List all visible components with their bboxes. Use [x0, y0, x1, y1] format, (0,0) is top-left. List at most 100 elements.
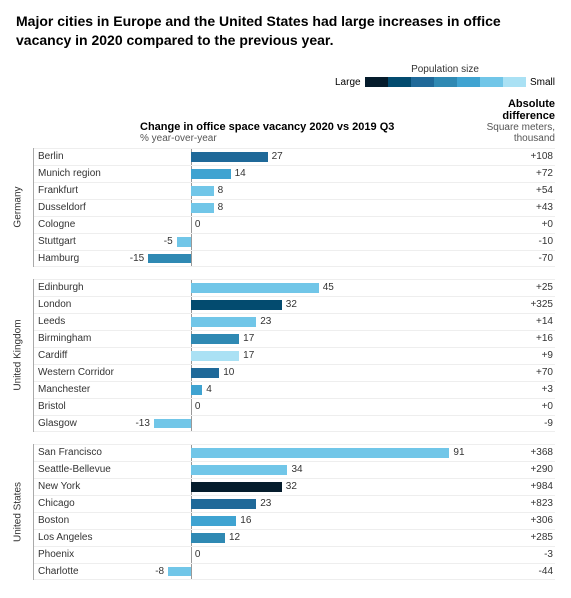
city-label: Edinburgh — [34, 282, 134, 293]
bar-value-label: 23 — [260, 314, 271, 330]
abs-diff-label: +368 — [475, 447, 555, 458]
table-row: Stuttgart-5-10 — [34, 233, 555, 250]
bars-header-title: Change in office space vacancy 2020 vs 2… — [140, 121, 475, 133]
bar-value-label: 45 — [323, 280, 334, 296]
table-row: Munich region14+72 — [34, 165, 555, 182]
abs-diff-label: +43 — [475, 202, 555, 213]
city-label: San Francisco — [34, 447, 134, 458]
city-label: Birmingham — [34, 333, 134, 344]
abs-diff-label: -10 — [475, 236, 555, 247]
bar-value-label: 23 — [260, 496, 271, 512]
bar-value-label: 17 — [243, 348, 254, 364]
bar-value-label: 10 — [223, 365, 234, 381]
bar — [191, 283, 319, 293]
bar-value-label: -13 — [135, 416, 149, 431]
legend-swatch — [434, 77, 457, 87]
abs-diff-label: +25 — [475, 282, 555, 293]
bar — [148, 254, 191, 263]
bar-cell: 32 — [134, 297, 475, 313]
city-label: London — [34, 299, 134, 310]
city-label: Munich region — [34, 168, 134, 179]
bar — [177, 237, 191, 247]
bar-cell: -15 — [134, 251, 475, 266]
table-row: Boston 16 +306 — [34, 512, 555, 529]
table-row: Los Angeles 12 +285 — [34, 529, 555, 546]
bar-value-label: 8 — [218, 200, 224, 216]
bar-value-label: 34 — [291, 462, 302, 478]
bar — [191, 368, 219, 378]
table-row: San Francisco91+368 — [34, 444, 555, 461]
zero-line — [191, 251, 192, 266]
rows: Berlin27+108Munich region14+72Frankfurt8… — [34, 148, 555, 267]
abs-diff-label: +16 — [475, 333, 555, 344]
bar-value-label: -8 — [155, 564, 164, 579]
country-group: GermanyBerlin27+108Munich region14+72Fra… — [16, 148, 555, 267]
city-label: Charlotte — [34, 566, 134, 577]
zero-line — [191, 399, 192, 415]
city-label: Los Angeles — [34, 532, 134, 543]
column-headers: Change in office space vacancy 2020 vs 2… — [16, 98, 555, 144]
abs-diff-label: +285 — [475, 532, 555, 543]
bar — [191, 169, 231, 179]
country-group: United StatesSan Francisco91+368Seattle-… — [16, 444, 555, 580]
office-vacancy-chart: Major cities in Europe and the United St… — [0, 0, 571, 598]
bar-value-label: -15 — [130, 251, 144, 266]
country-label: United Kingdom — [16, 279, 34, 432]
bar-value-label: 12 — [229, 530, 240, 546]
abs-diff-label: +306 — [475, 515, 555, 526]
abs-diff-label: +14 — [475, 316, 555, 327]
bars-header-sub: % year-over-year — [140, 133, 475, 144]
bar — [191, 186, 214, 196]
city-label: Phoenix — [34, 549, 134, 560]
abs-diff-label: +70 — [475, 367, 555, 378]
bar-value-label: 16 — [240, 513, 251, 529]
bar-cell: -13 — [134, 416, 475, 431]
abs-diff-label: +823 — [475, 498, 555, 509]
bar-value-label: 4 — [206, 382, 212, 398]
bar-cell: -8 — [134, 564, 475, 579]
diff-header-sub: Square meters, thousand — [475, 122, 555, 144]
legend: Population size Large Small — [16, 64, 555, 88]
bar-cell: 23 — [134, 314, 475, 330]
bar-cell: 0 — [134, 399, 475, 415]
table-row: Cologne0+0 — [34, 216, 555, 233]
bar — [191, 448, 450, 458]
abs-diff-label: +0 — [475, 401, 555, 412]
bar-value-label: 32 — [286, 297, 297, 313]
abs-diff-label: +0 — [475, 219, 555, 230]
table-row: Bristol0+0 — [34, 398, 555, 415]
bar — [154, 419, 191, 428]
bar-value-label: 0 — [195, 217, 201, 233]
table-row: Leeds23+14 — [34, 313, 555, 330]
city-label: Frankfurt — [34, 185, 134, 196]
bar-cell: 34 — [134, 462, 475, 478]
abs-diff-label: +3 — [475, 384, 555, 395]
bar-cell: 8 — [134, 200, 475, 216]
bar-cell: 14 — [134, 166, 475, 182]
city-label: Western Corridor — [34, 367, 134, 378]
legend-swatch — [503, 77, 526, 87]
legend-swatch — [365, 77, 388, 87]
bar — [191, 533, 225, 543]
country-label: Germany — [16, 148, 34, 267]
zero-line — [191, 217, 192, 233]
bar-value-label: 0 — [195, 399, 201, 415]
bar — [191, 317, 256, 327]
table-row: Birmingham17+16 — [34, 330, 555, 347]
bar-cell: -5 — [134, 234, 475, 250]
table-row: London32+325 — [34, 296, 555, 313]
city-label: Boston — [34, 515, 134, 526]
abs-diff-label: -44 — [475, 566, 555, 577]
bar — [191, 482, 282, 492]
bar-cell: 12 — [134, 530, 475, 546]
table-row: Glasgow-13-9 — [34, 415, 555, 432]
bar-cell: 32 — [134, 479, 475, 495]
bar-cell: 23 — [134, 496, 475, 512]
legend-left-label: Large — [335, 77, 361, 88]
table-row: Western Corridor 10 +70 — [34, 364, 555, 381]
bar-cell: 0 — [134, 547, 475, 563]
rows: Edinburgh45+25London32+325Leeds23+14Birm… — [34, 279, 555, 432]
bar-cell: 17 — [134, 331, 475, 347]
city-label: Glasgow — [34, 418, 134, 429]
bar-value-label: -5 — [164, 234, 173, 250]
